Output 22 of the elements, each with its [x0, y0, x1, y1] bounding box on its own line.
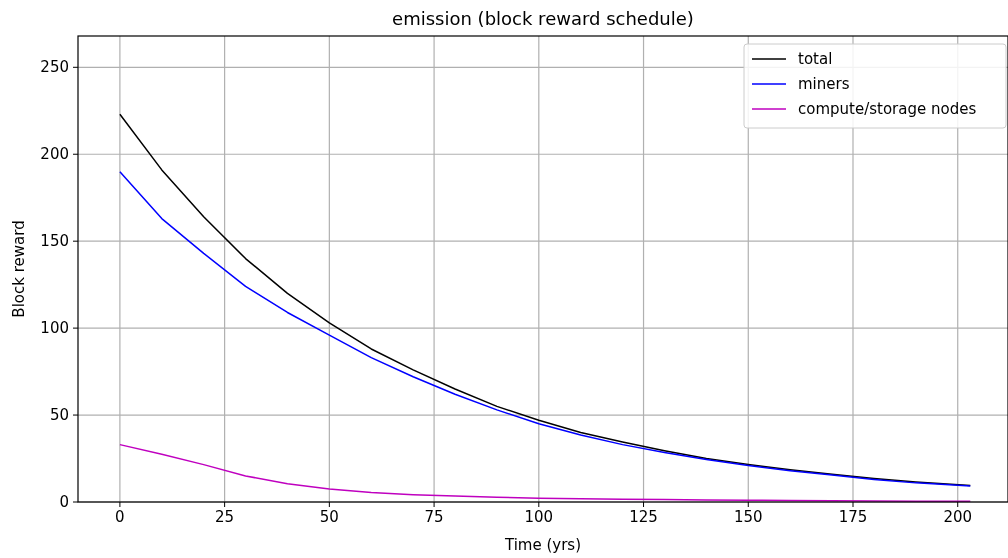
- chart-title: emission (block reward schedule): [392, 8, 694, 29]
- x-tick-label: 75: [424, 508, 444, 526]
- x-tick-label: 125: [629, 508, 658, 526]
- x-tick-label: 50: [319, 508, 339, 526]
- y-tick-label: 200: [40, 145, 69, 164]
- x-tick-label: 175: [838, 508, 868, 526]
- y-tick-label: 250: [40, 58, 69, 77]
- legend-label: compute/storage nodes: [798, 100, 977, 118]
- y-axis-title: Block reward: [10, 220, 28, 318]
- y-tick-label: 100: [40, 319, 69, 338]
- legend-label: miners: [798, 75, 850, 93]
- y-tick-label: 0: [59, 493, 69, 511]
- x-tick-label: 0: [115, 508, 125, 526]
- x-axis-title: Time (yrs): [503, 536, 582, 554]
- y-tick-label: 150: [40, 232, 69, 251]
- x-tick-label: 25: [215, 508, 235, 526]
- legend-label: total: [798, 50, 833, 68]
- x-tick-label: 200: [943, 508, 973, 526]
- line-series: [119, 170, 972, 487]
- x-tick-label: 150: [733, 508, 763, 526]
- x-tick-label: 100: [524, 508, 554, 526]
- y-tick-label: 50: [49, 406, 69, 425]
